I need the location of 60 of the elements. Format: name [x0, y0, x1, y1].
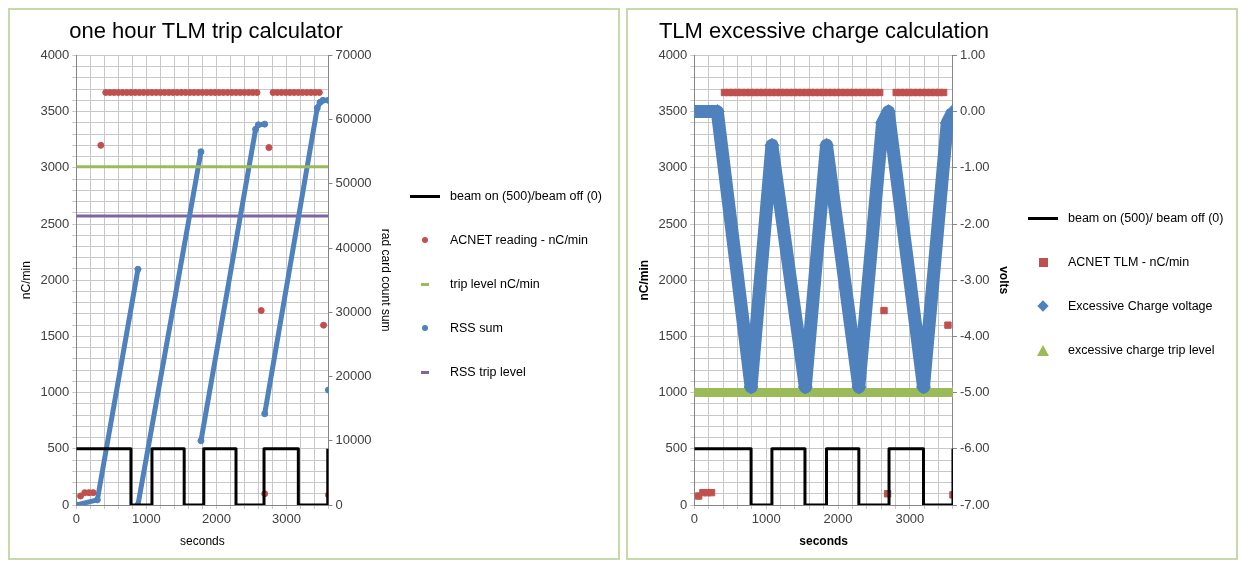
x-tick-label: 2000 — [201, 511, 231, 527]
y2-tick-label: -6.00 — [959, 440, 990, 456]
y2-tick-label: 40000 — [335, 239, 372, 255]
x-axis-title: seconds — [180, 534, 225, 549]
x-tick-label: 1000 — [751, 511, 781, 527]
y-tick-label: 2500 — [658, 215, 688, 231]
y2-tick-label: -5.00 — [959, 384, 990, 400]
y-tick-label: 1500 — [658, 327, 688, 343]
y-tick-label: 3000 — [658, 159, 688, 175]
y2-tick-label: 0 — [335, 496, 343, 512]
x-tick-label: 0 — [690, 511, 698, 527]
y-axis-title: nC/min — [636, 259, 651, 301]
y-tick-label: 2000 — [658, 271, 688, 287]
y2-tick-label: -2.00 — [959, 215, 990, 231]
y-tick-label: 500 — [47, 440, 70, 456]
y-tick-label: 1000 — [40, 384, 70, 400]
y2-tick-label: 30000 — [335, 303, 372, 319]
chart-title: TLM excessive charge calculation — [658, 18, 990, 44]
x-tick-label: 0 — [72, 511, 80, 527]
legend-label: RSS sum — [450, 321, 503, 335]
x-tick-label: 1000 — [131, 511, 161, 527]
legend-label: excessive charge trip level — [1068, 343, 1215, 357]
chart-title: one hour TLM trip calculator — [69, 18, 343, 44]
legend-label: RSS trip level — [450, 365, 526, 379]
y-tick-label: 0 — [680, 496, 688, 512]
y2-tick-label: -7.00 — [959, 496, 990, 512]
y2-tick-label: -4.00 — [959, 327, 990, 343]
y2-tick-label: 60000 — [335, 111, 372, 127]
y2-tick-label: -1.00 — [959, 159, 990, 175]
y2-tick-label: -3.00 — [959, 271, 990, 287]
y-tick-label: 4000 — [40, 46, 70, 62]
x-tick-label: 2000 — [823, 511, 853, 527]
y-tick-label: 3500 — [40, 103, 70, 119]
y2-tick-label: 70000 — [335, 46, 372, 62]
y2-tick-label: 1.00 — [959, 46, 986, 62]
y-tick-label: 3000 — [40, 159, 70, 175]
y-tick-label: 0 — [62, 496, 70, 512]
legend-label: beam on (500)/ beam off (0) — [1068, 211, 1224, 225]
y2-tick-label: 20000 — [335, 368, 372, 384]
y2-tick-label: 50000 — [335, 175, 372, 191]
legend-label: beam on (500)/beam off (0) — [450, 189, 602, 203]
y-tick-label: 2000 — [40, 271, 70, 287]
y2-tick-label: 0.00 — [959, 103, 986, 119]
x-tick-label: 3000 — [271, 511, 301, 527]
legend-label: trip level nC/min — [450, 277, 540, 291]
y2-tick-label: 10000 — [335, 432, 372, 448]
y-tick-label: 3500 — [658, 103, 688, 119]
y-axis-title: nC/min — [18, 261, 33, 300]
legend-label: Excessive Charge voltage — [1068, 299, 1213, 313]
x-axis-title: seconds — [799, 534, 849, 549]
y-tick-label: 500 — [665, 440, 688, 456]
y-tick-label: 1500 — [40, 327, 70, 343]
y-tick-label: 4000 — [658, 46, 688, 62]
x-tick-label: 3000 — [895, 511, 925, 527]
y2-axis-title: volts — [997, 266, 1012, 295]
legend-label: ACNET TLM - nC/min — [1068, 255, 1190, 269]
y-tick-label: 2500 — [40, 215, 70, 231]
y-tick-label: 1000 — [658, 384, 688, 400]
legend-label: ACNET reading - nC/min — [450, 233, 589, 247]
y2-axis-title: rad card count sum — [379, 228, 394, 332]
